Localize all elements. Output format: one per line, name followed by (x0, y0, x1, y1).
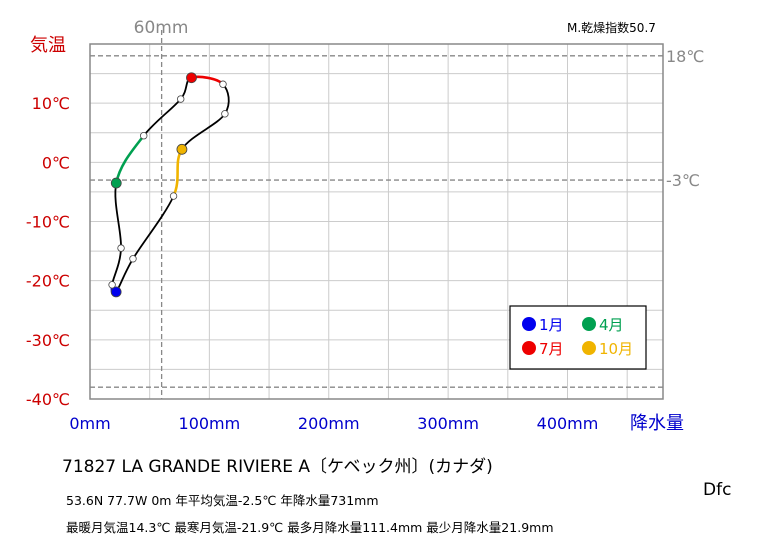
y-tick-label: 0℃ (42, 153, 70, 172)
curve-segment (114, 134, 145, 184)
koppen-class: Dfc (703, 480, 732, 500)
curve-segment (172, 148, 184, 197)
x-tick-label: 100mm (179, 414, 241, 433)
grid (90, 44, 663, 399)
y-tick-label: 10℃ (32, 94, 70, 113)
y-tick-label: -10℃ (26, 213, 70, 232)
month-point (108, 281, 116, 289)
curve-segment (111, 248, 122, 285)
legend-label: 7月 (539, 340, 564, 358)
x-tick-label: 300mm (417, 414, 479, 433)
legend-marker (582, 317, 596, 331)
legend-marker (522, 341, 536, 355)
legend-label: 10月 (599, 340, 633, 358)
ref-label-18c: 18℃ (666, 47, 704, 66)
station-title: 71827 LA GRANDE RIVIERE A〔ケベック州〕(カナダ) (62, 457, 493, 477)
curve-segment (222, 83, 230, 115)
legend-marker (582, 341, 596, 355)
month-point-highlight (110, 286, 122, 298)
curve-segment (181, 113, 226, 150)
month-point-highlight (110, 177, 122, 189)
climate-chart: 60mm 18℃ -3℃ 10℃ 0℃ -10℃ -20℃ -30℃ -40℃ 0mm 100mm… (26, 18, 704, 434)
legend-label: 4月 (599, 316, 624, 334)
month-point (219, 80, 227, 88)
x-tick-label: 200mm (298, 414, 360, 433)
y-tick-label: -20℃ (26, 272, 70, 291)
legend-label: 1月 (539, 316, 564, 334)
curve-segment (132, 195, 175, 260)
plot-frame (89, 43, 664, 400)
y-axis-label: 気温 (30, 35, 66, 56)
climate-curve (108, 72, 230, 298)
month-point (140, 132, 148, 140)
tick-labels: 10℃ 0℃ -10℃ -20℃ -30℃ -40℃ 0mm 100mm 200mm 300mm 4… (26, 94, 598, 433)
month-point (129, 255, 137, 263)
legend-marker (522, 317, 536, 331)
month-point (221, 110, 229, 118)
legend-box (509, 305, 647, 370)
x-tick-label: 400mm (537, 414, 599, 433)
x-axis-label: 降水量 (630, 413, 684, 434)
station-extremes: 最暖月気温14.3℃ 最寒月気温-21.9℃ 最多月降水量111.4mm 最少月… (66, 520, 554, 535)
month-point-highlight (186, 72, 197, 84)
y-tick-label: -40℃ (26, 390, 70, 409)
y-tick-label: -30℃ (26, 331, 70, 350)
legend: 1月 4月 7月 10月 (509, 305, 647, 370)
aridity-index: M.乾燥指数50.7 (567, 20, 656, 35)
reference-lines: 60mm 18℃ -3℃ (90, 18, 704, 399)
x-tick-label: 0mm (69, 414, 110, 433)
ref-label-minus3c: -3℃ (666, 171, 700, 190)
curve-segment (114, 182, 122, 249)
month-point (177, 95, 185, 103)
month-point-highlight (176, 143, 188, 155)
month-point (169, 192, 178, 200)
station-summary: 53.6N 77.7W 0m 年平均気温-2.5℃ 年降水量731mm (66, 493, 379, 508)
ref-label-60mm: 60mm (134, 18, 189, 38)
month-point (117, 244, 125, 252)
